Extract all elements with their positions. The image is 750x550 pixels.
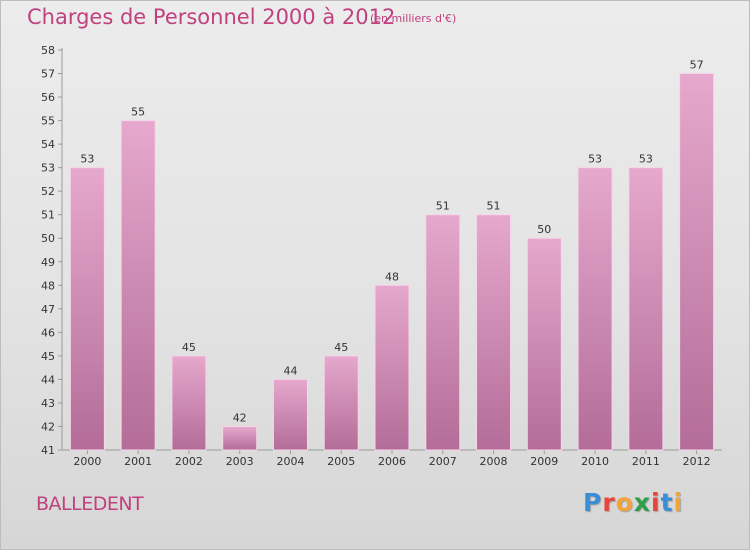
x-tick-label: 2002 [175,455,203,468]
bar [171,355,207,451]
y-tick-label: 48 [41,279,55,292]
bar [628,167,664,451]
x-tick-label: 2001 [124,455,152,468]
bar [272,378,308,451]
x-tick-label: 2010 [581,455,609,468]
data-label: 51 [487,200,501,213]
y-tick-label: 47 [41,303,55,316]
y-tick-label: 42 [41,420,55,433]
data-label: 57 [690,59,704,72]
logo-letter: o [615,488,634,517]
bar [476,214,512,451]
logo-letter: P [583,488,603,517]
bar [69,167,105,451]
data-label: 44 [283,364,297,377]
y-tick-label: 58 [41,44,55,57]
bar [577,167,613,451]
x-tick-label: 2009 [530,455,558,468]
data-label: 53 [588,153,602,166]
y-tick-label: 49 [41,256,55,269]
bar [323,355,359,451]
y-tick-label: 51 [41,209,55,222]
data-label: 53 [639,153,653,166]
y-tick-label: 50 [41,232,55,245]
data-label: 51 [436,200,450,213]
data-label: 42 [233,411,247,424]
x-tick-label: 2004 [276,455,304,468]
x-tick-label: 2005 [327,455,355,468]
bar [374,284,410,451]
y-tick-label: 52 [41,185,55,198]
bar [526,237,562,451]
chart-title: Charges de Personnel 2000 à 2012 [27,5,396,29]
x-tick-label: 2003 [226,455,254,468]
data-label: 48 [385,270,399,283]
bar [222,425,258,451]
logo-letter: i [673,488,684,517]
data-label: 55 [131,106,145,119]
bar [679,73,715,451]
x-tick-label: 2011 [632,455,660,468]
y-tick-label: 45 [41,350,55,363]
data-label: 45 [334,341,348,354]
y-tick-label: 54 [41,138,55,151]
proxiti-logo[interactable]: Proxiti [583,488,683,517]
city-name: BALLEDENT [36,493,144,515]
data-label: 50 [537,223,551,236]
y-tick-label: 56 [41,91,55,104]
y-tick-label: 55 [41,115,55,128]
y-tick-label: 53 [41,162,55,175]
logo-letter: x [633,488,651,517]
data-label: 53 [80,153,94,166]
x-tick-label: 2007 [429,455,457,468]
y-tick-label: 46 [41,326,55,339]
y-tick-label: 43 [41,397,55,410]
x-tick-label: 2000 [73,455,101,468]
bar [120,120,156,451]
logo-letter: r [602,488,616,517]
logo-letter: i [651,488,661,517]
bar [425,214,461,451]
x-tick-label: 2012 [683,455,711,468]
y-tick-label: 57 [41,68,55,81]
y-tick-label: 44 [41,373,55,386]
data-label: 45 [182,341,196,354]
chart-subtitle: (en milliers d'€) [370,12,457,25]
x-tick-label: 2006 [378,455,406,468]
chart-labels: 53 55 45 42 44 45 48 51 51 50 53 53 57 [80,59,703,425]
chart-bars [69,73,715,451]
x-tick-label: 2008 [480,455,508,468]
y-tick-label: 41 [41,444,55,457]
logo-letter: t [660,488,674,517]
